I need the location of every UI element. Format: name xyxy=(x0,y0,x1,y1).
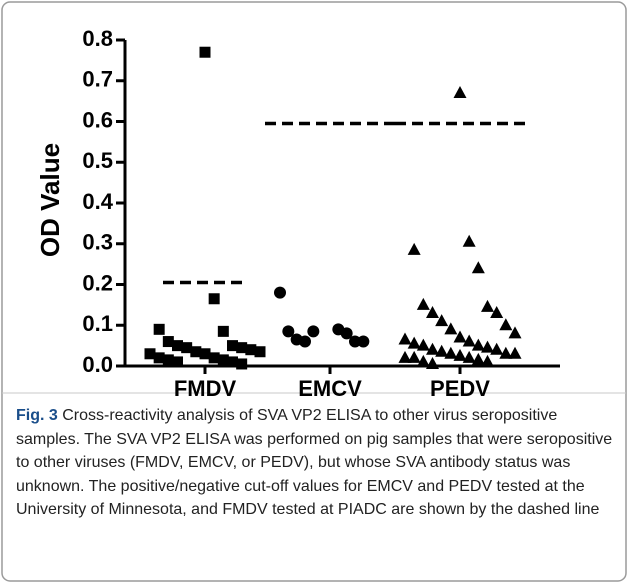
point xyxy=(481,340,494,353)
y-tick-label: 0.3 xyxy=(82,230,113,255)
point xyxy=(236,358,248,370)
point xyxy=(307,325,320,338)
point xyxy=(172,356,183,368)
y-tick-label: 0.2 xyxy=(82,270,113,295)
point xyxy=(435,344,449,357)
point xyxy=(481,354,494,367)
point xyxy=(499,346,513,359)
y-tick-label: 0.5 xyxy=(82,148,113,173)
point xyxy=(416,297,430,310)
point xyxy=(349,335,361,348)
y-tick-label: 0.4 xyxy=(82,189,113,214)
point xyxy=(471,338,485,351)
point xyxy=(153,323,165,335)
point xyxy=(254,346,266,358)
point xyxy=(416,354,430,367)
point xyxy=(490,306,504,319)
point xyxy=(190,346,202,358)
point xyxy=(453,85,467,98)
point xyxy=(227,340,238,352)
point xyxy=(471,261,485,274)
point xyxy=(217,354,229,366)
point xyxy=(340,327,353,340)
caption-label: Fig. 3 xyxy=(16,407,58,424)
point xyxy=(444,346,458,359)
point xyxy=(508,326,522,339)
point xyxy=(199,348,211,360)
y-tick-label: 0.1 xyxy=(82,311,113,336)
y-tick-label: 0.0 xyxy=(82,352,113,377)
point xyxy=(481,299,494,312)
point xyxy=(426,356,439,369)
point xyxy=(282,325,295,338)
point xyxy=(162,354,174,366)
point xyxy=(208,352,220,364)
x-tick-label: EMCV xyxy=(298,376,362,401)
x-tick-label: PEDV xyxy=(430,376,490,401)
caption-text: Cross-reactivity analysis of SVA VP2 ELI… xyxy=(16,407,613,518)
point xyxy=(236,342,248,354)
point xyxy=(144,348,156,360)
point xyxy=(208,293,220,305)
point xyxy=(217,325,229,337)
y-tick-label: 0.6 xyxy=(82,107,113,132)
point xyxy=(407,350,421,363)
y-tick-label: 0.7 xyxy=(82,67,113,92)
point xyxy=(462,334,476,347)
point xyxy=(416,338,430,351)
caption: Fig. 3 Cross-reactivity analysis of SVA … xyxy=(16,404,614,522)
point xyxy=(444,322,458,335)
point xyxy=(299,335,311,348)
point xyxy=(162,336,174,348)
point xyxy=(462,234,476,247)
point xyxy=(490,342,504,355)
point xyxy=(407,336,421,349)
point xyxy=(435,314,449,327)
point xyxy=(181,342,193,354)
point xyxy=(245,344,257,356)
point xyxy=(227,356,238,368)
point xyxy=(499,318,513,331)
point xyxy=(426,342,439,355)
point xyxy=(462,350,476,363)
point xyxy=(398,332,412,345)
point xyxy=(453,348,467,361)
point xyxy=(153,352,165,364)
point xyxy=(426,306,439,319)
point xyxy=(407,242,421,255)
y-tick-label: 0.8 xyxy=(82,26,113,51)
point xyxy=(398,350,412,363)
y-axis-label: OD Value xyxy=(35,143,65,257)
point xyxy=(199,46,211,58)
x-tick-label: FMDV xyxy=(174,376,237,401)
point xyxy=(357,335,370,348)
point xyxy=(453,330,467,343)
point xyxy=(508,346,522,359)
point xyxy=(172,340,183,352)
point xyxy=(471,352,485,365)
point xyxy=(274,286,286,299)
